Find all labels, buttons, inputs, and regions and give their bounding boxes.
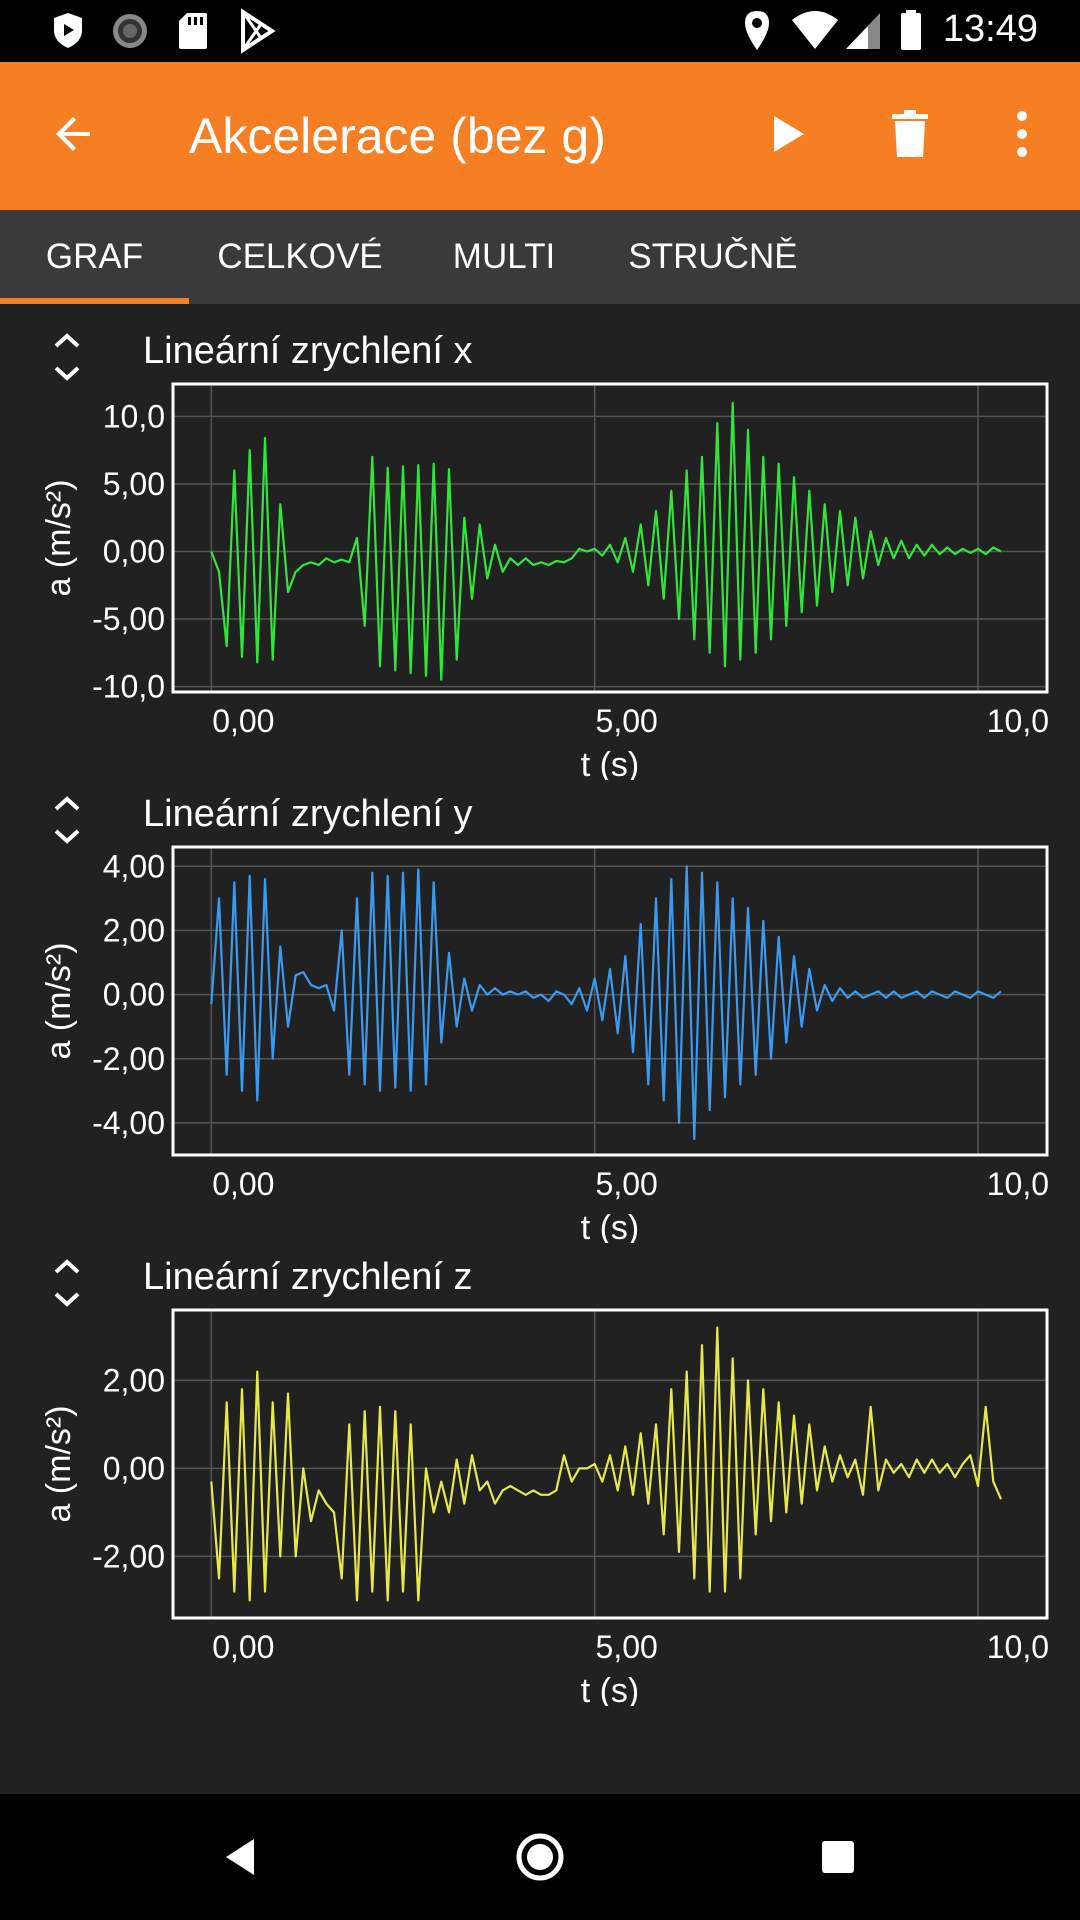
graph-title-y: Lineární zrychlení y [143,793,473,835]
location-icon [740,0,774,62]
y-tick-label: -4,00 [92,1105,165,1141]
x-tick-label: 5,00 [596,703,658,739]
expand-collapse-icon [54,333,80,381]
nav-recents-button[interactable] [773,1794,903,1920]
y-tick-label: 5,00 [103,466,165,502]
x-axis-title: t (s) [581,1672,640,1706]
nav-home-button[interactable] [475,1794,605,1920]
y-tick-label: -5,00 [92,601,165,637]
x-tick-label: 10,0 [987,1629,1049,1665]
y-tick-label: 0,00 [103,1450,165,1486]
y-tick-label: -2,00 [92,1041,165,1077]
chart-x: 0,00 5,00 10,0 10,0 5,00 0,00 -5,00 -10,0 t (s) a… [40,382,1049,780]
x-axis-title: t (s) [581,746,640,780]
expand-collapse-icon [54,1259,80,1307]
y-axis-title: a (m/s²) [40,1405,78,1522]
y-tick-label: 4,00 [103,848,165,884]
expand-graph-y-button[interactable] [44,789,90,858]
y-tick-label: 10,0 [103,398,165,434]
nav-back-button[interactable] [175,1794,305,1920]
app-title: Akcelerace (bez g) [189,108,606,164]
wifi-icon [790,0,840,62]
arrow-back-icon [50,110,98,163]
y-axis-title: a (m/s²) [40,942,78,1059]
plot-frame [171,1308,1049,1620]
graph-panel-x: 0,00 5,00 10,0 10,0 5,00 0,00 -5,00 -10,0 t (s) a… [0,318,1080,780]
series-line [210,401,1002,681]
y-tick-label: 2,00 [103,912,165,948]
chart-y: 0,00 5,00 10,0 4,00 2,00 0,00 -2,00 -4,00 t (s) a… [40,845,1049,1243]
graph-title-x: Lineární zrychlení x [143,330,473,372]
graph-panel-y: 0,00 5,00 10,0 4,00 2,00 0,00 -2,00 -4,00 t (s) a… [0,781,1080,1243]
more-vert-icon [1014,110,1030,163]
play-button[interactable] [728,62,848,210]
series-line [210,865,1002,1141]
graph-panel-z: 0,00 5,00 10,0 2,00 0,00 -2,00 t (s) a (m/s²) L… [0,1244,1080,1706]
chart-z: 0,00 5,00 10,0 2,00 0,00 -2,00 t (s) a (m/s²) [40,1308,1049,1706]
y-tick-label: -2,00 [92,1538,165,1574]
back-button[interactable] [14,62,134,210]
status-bar: 13:49 [0,0,1080,62]
nav-back-icon [226,1839,254,1875]
tab-bar: GRAF CELKOVÉ MULTI STRUČNĚ [0,210,1080,304]
play-store-icon [236,0,278,62]
nav-home-icon [516,1833,564,1881]
play-icon [768,112,808,161]
tab-strucne[interactable]: STRUČNĚ [628,237,798,276]
tab-indicator [0,298,189,304]
sync-circle-icon [108,0,152,62]
trash-icon [890,109,930,164]
status-time: 13:49 [942,8,1038,50]
more-options-button[interactable] [962,62,1080,210]
navigation-bar [0,1794,1080,1920]
y-tick-label: -10,0 [92,669,165,705]
shield-play-icon [48,0,88,62]
expand-collapse-icon [54,796,80,844]
graph-title-z: Lineární zrychlení z [143,1256,473,1298]
app-bar: Akcelerace (bez g) [0,62,1080,210]
sd-card-icon [175,0,211,62]
x-tick-label: 0,00 [212,1166,274,1202]
delete-button[interactable] [850,62,970,210]
expand-graph-x-button[interactable] [44,326,90,395]
expand-graph-z-button[interactable] [44,1252,90,1321]
plot-frame [171,845,1049,1157]
y-tick-label: 0,00 [103,977,165,1013]
x-tick-label: 5,00 [596,1629,658,1665]
signal-icon [844,0,882,62]
tab-graf[interactable]: GRAF [45,237,144,276]
y-tick-label: 0,00 [103,534,165,570]
tab-multi[interactable]: MULTI [452,237,556,276]
x-axis-title: t (s) [581,1209,640,1243]
plot-frame [171,382,1049,694]
y-tick-label: 2,00 [103,1362,165,1398]
x-tick-label: 0,00 [212,703,274,739]
x-tick-label: 0,00 [212,1629,274,1665]
x-tick-label: 5,00 [596,1166,658,1202]
nav-recents-icon [822,1841,854,1873]
y-axis-title: a (m/s²) [40,479,78,596]
tab-celkove[interactable]: CELKOVÉ [217,237,383,276]
battery-icon [898,0,924,62]
series-line [210,1326,1003,1602]
x-tick-label: 10,0 [987,1166,1049,1202]
x-tick-label: 10,0 [987,703,1049,739]
